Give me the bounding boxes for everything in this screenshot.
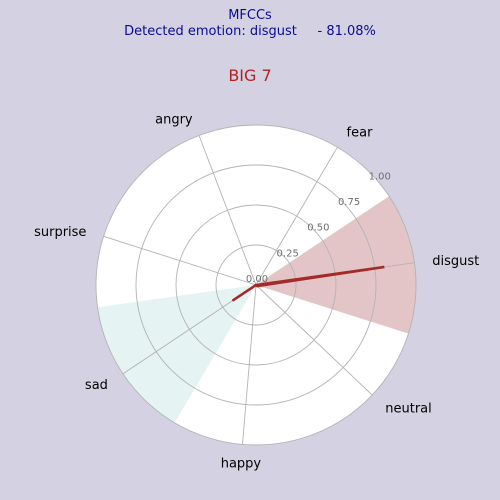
spoke-neutral (255, 284, 373, 396)
r-tick-label: 1.00 (369, 171, 391, 182)
grid-circle (175, 204, 337, 366)
category-label-angry: angry (155, 113, 193, 128)
sector-disgust (256, 196, 417, 334)
category-label-neutral: neutral (385, 401, 432, 416)
sector-sad (97, 285, 257, 423)
spoke-angry (198, 135, 257, 286)
spoke-surprise (103, 235, 257, 286)
spoke-happy (242, 284, 257, 445)
r-tick-label: 0.75 (338, 197, 360, 208)
r-tick-label: 0.50 (307, 223, 329, 234)
grid-circle (135, 164, 377, 406)
category-label-disgust: disgust (432, 254, 479, 269)
spoke-fear (255, 147, 338, 286)
r-tick-label: 0.25 (277, 248, 299, 259)
r-tick-label: 0.00 (246, 274, 268, 285)
grid-circle (95, 124, 417, 446)
grid-circle (215, 244, 297, 326)
detected-emotion-text: Detected emotion: disgust - 81.08% (124, 24, 376, 39)
series-line (232, 265, 385, 302)
category-label-sad: sad (85, 378, 108, 393)
chart-title: BIG 7 (228, 66, 272, 85)
category-label-happy: happy (221, 456, 262, 471)
figure-title: MFCCs (228, 8, 272, 23)
category-label-surprise: surprise (34, 225, 86, 240)
category-label-fear: fear (347, 126, 374, 141)
